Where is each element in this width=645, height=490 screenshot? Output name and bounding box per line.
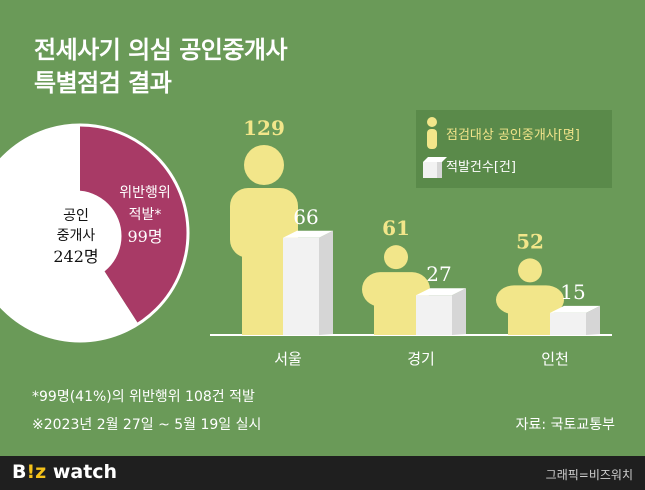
category-label-1: 경기: [407, 350, 435, 368]
box-top: [283, 230, 333, 238]
box-side: [452, 288, 466, 335]
category-label-0: 서울: [274, 350, 302, 368]
footnote-violations: *99명(41%)의 위반행위 108건 적발: [32, 389, 255, 405]
pie-total-label-3: 242명: [53, 247, 98, 266]
box-side: [586, 305, 600, 335]
person-legs: [508, 306, 552, 335]
box-bar-0: [283, 230, 333, 335]
logo-b: B: [12, 461, 27, 483]
graphic-credit: 그래픽=비즈워치: [545, 468, 633, 482]
logo-watch: watch: [46, 461, 118, 483]
legend-label-inspected: 점검대상 공인중개사[명]: [446, 128, 580, 143]
box-front: [416, 295, 452, 335]
box-bar-1: [416, 288, 466, 335]
legend: 점검대상 공인중개사[명] 적발건수[건]: [416, 110, 612, 188]
category-label-2: 인천: [541, 350, 569, 368]
box-front: [550, 312, 586, 335]
box-icon: [423, 157, 447, 178]
pie-total-label-1: 공인: [63, 208, 89, 224]
person-torso: [362, 272, 430, 307]
box-top: [550, 305, 600, 313]
person-bar-0: [230, 145, 298, 335]
footnote-period: ※2023년 2월 27일 ~ 5월 19일 실시: [32, 417, 262, 433]
pie-outline: [0, 123, 190, 343]
box-bar-2: [550, 305, 600, 335]
person-head: [244, 145, 284, 185]
person-bar-1: [362, 245, 430, 335]
pie-slice-label-3: 99명: [127, 227, 162, 246]
box-side: [319, 230, 333, 335]
person-value-1: 61: [382, 216, 410, 240]
person-legs: [242, 249, 286, 335]
box-value-1: 27: [426, 262, 451, 286]
person-value-0: 129: [243, 116, 285, 140]
box-front: [283, 237, 319, 335]
person-head: [384, 245, 408, 270]
pie-total-label-2: 중개사: [57, 228, 96, 244]
box-value-0: 66: [293, 205, 318, 229]
source-note: 자료: 국토교통부: [515, 417, 615, 433]
pie-slice-label-2: 적발*: [129, 207, 162, 223]
legend-icons: [423, 117, 447, 178]
pie-slice-violations: [80, 125, 189, 324]
person-value-2: 52: [516, 229, 544, 253]
pie-slice-label-1: 위반행위: [119, 185, 171, 201]
logo-z: !z: [26, 461, 47, 483]
person-bar-2: [496, 258, 564, 335]
box-top: [416, 288, 466, 296]
pie-center-badge: [30, 190, 122, 282]
person-icon: [427, 117, 437, 149]
title-line-1: 전세사기 의심 공인중개사: [34, 36, 288, 64]
person-torso: [230, 188, 298, 258]
footer-bar: B!z watch 그래픽=비즈워치: [0, 456, 645, 490]
title-line-2: 특별점검 결과: [34, 69, 172, 97]
box-value-2: 15: [560, 280, 585, 304]
person-legs: [374, 298, 418, 335]
person-head: [518, 258, 542, 283]
legend-label-violations: 적발건수[건]: [446, 160, 516, 175]
bizwatch-logo: B!z watch: [12, 461, 117, 483]
